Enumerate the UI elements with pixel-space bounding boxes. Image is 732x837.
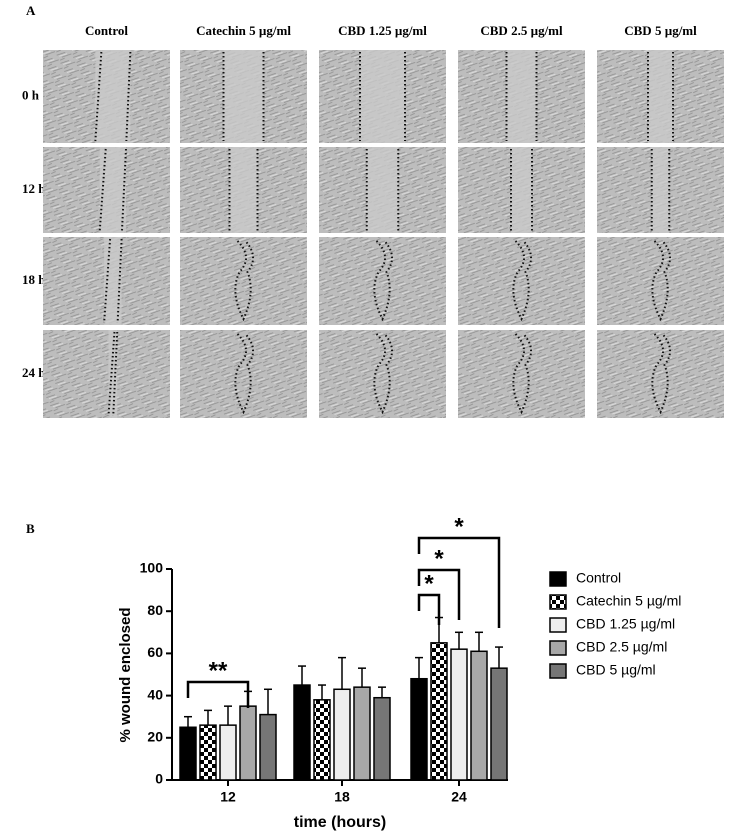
- bar: [333, 688, 351, 781]
- bar: [490, 667, 508, 781]
- micrograph: [319, 237, 446, 325]
- y-axis-title: % wound enclosed: [117, 607, 134, 742]
- column-label: Catechin 5 µg/ml: [196, 23, 291, 38]
- y-tick-label: 100: [140, 560, 164, 576]
- wound-gap: [511, 147, 532, 233]
- bar: [410, 677, 428, 781]
- micrograph: [458, 330, 585, 418]
- wound-gap: [108, 330, 118, 418]
- wound-edge: [512, 240, 532, 322]
- bar: [430, 642, 448, 781]
- significance-bracket: [417, 568, 461, 620]
- micrograph: [597, 237, 724, 325]
- significance-label: *: [454, 513, 464, 540]
- y-tick-label: 0: [155, 771, 163, 787]
- bar: [219, 724, 237, 781]
- row-label: 18 h: [22, 272, 46, 287]
- significance-bracket: [186, 680, 250, 708]
- wound-gap: [223, 50, 264, 143]
- column-label: Control: [85, 23, 128, 38]
- legend-swatch: [549, 617, 567, 633]
- bar: [353, 686, 371, 781]
- wound-edge: [373, 333, 393, 415]
- wound-gap: [648, 50, 673, 143]
- bar: [259, 713, 277, 781]
- wound-gap: [651, 147, 670, 233]
- wound-gap: [229, 147, 258, 233]
- row-label: 0 h: [22, 87, 40, 102]
- wound-edge: [120, 148, 127, 232]
- bar: [450, 648, 468, 781]
- legend-label: CBD 2.5 µg/ml: [576, 639, 667, 655]
- significance-label: *: [434, 545, 444, 572]
- significance-label: *: [424, 570, 434, 597]
- wound-edge: [125, 51, 132, 142]
- x-tick-label: 24: [451, 789, 467, 805]
- significance-bracket: [417, 593, 441, 625]
- wound-edge: [94, 51, 103, 142]
- bar: [293, 684, 311, 781]
- y-tick-label: 20: [147, 729, 163, 745]
- y-tick-label: 80: [147, 602, 163, 618]
- wound-gap: [506, 50, 537, 143]
- micrograph: [458, 237, 585, 325]
- wound-edge: [373, 240, 393, 322]
- legend-swatch: [549, 663, 567, 679]
- legend-label: Catechin 5 µg/ml: [576, 593, 681, 609]
- row-label: 24 h: [22, 365, 46, 380]
- column-label: CBD 1.25 µg/ml: [338, 23, 427, 38]
- micrograph: [43, 330, 170, 418]
- micrograph: [180, 330, 307, 418]
- y-tick-label: 60: [147, 644, 163, 660]
- bar: [239, 705, 257, 781]
- row-label: 12 h: [22, 181, 46, 196]
- legend-label: CBD 5 µg/ml: [576, 662, 656, 678]
- micrograph: [597, 330, 724, 418]
- legend-swatch: [549, 594, 567, 610]
- legend-swatch: [549, 571, 567, 587]
- wound-gap: [366, 147, 399, 233]
- micrograph: [180, 237, 307, 325]
- bar: [373, 696, 391, 781]
- bar: [179, 726, 197, 781]
- wound-edge: [234, 333, 254, 415]
- x-tick-label: 18: [334, 789, 350, 805]
- y-tick-label: 40: [147, 686, 163, 702]
- column-label: CBD 2.5 µg/ml: [480, 23, 563, 38]
- x-axis-title: time (hours): [294, 814, 386, 831]
- wound-gap: [360, 50, 405, 143]
- significance-label: **: [209, 657, 228, 684]
- bar: [313, 699, 331, 781]
- legend-label: CBD 1.25 µg/ml: [576, 616, 675, 632]
- panel-label: B: [26, 521, 35, 536]
- panel-label: A: [26, 3, 36, 18]
- wound-edge: [651, 333, 671, 415]
- wound-edge: [651, 240, 671, 322]
- wound-edge: [512, 333, 532, 415]
- column-label: CBD 5 µg/ml: [624, 23, 697, 38]
- wound-gap: [95, 50, 131, 143]
- legend-label: Control: [576, 570, 621, 586]
- x-tick-label: 12: [220, 789, 236, 805]
- legend-swatch: [549, 640, 567, 656]
- bar: [199, 724, 217, 781]
- wound-edge: [234, 240, 254, 322]
- bar: [470, 650, 488, 781]
- wound-edge: [98, 148, 107, 232]
- significance-bracket: [417, 536, 501, 628]
- micrograph: [319, 330, 446, 418]
